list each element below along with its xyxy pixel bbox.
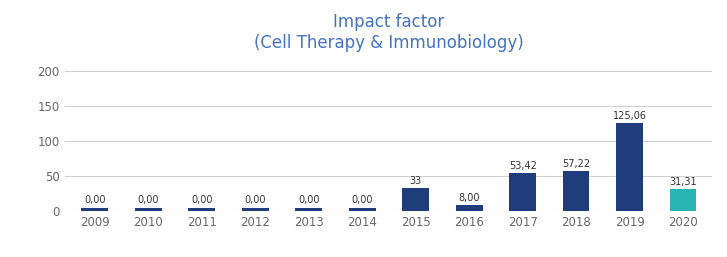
Text: 0,00: 0,00 [298,196,319,206]
Text: 33: 33 [409,176,422,186]
Bar [402,188,429,211]
Text: 57,22: 57,22 [562,159,590,169]
Bar [188,208,215,211]
Bar [616,123,643,211]
Text: 53,42: 53,42 [509,161,537,171]
Text: 8,00: 8,00 [459,193,480,203]
Text: 0,00: 0,00 [351,196,373,206]
Bar [509,173,536,211]
Bar [349,208,376,211]
Bar [81,208,108,211]
Text: 0,00: 0,00 [137,196,159,206]
Text: 0,00: 0,00 [84,196,105,206]
Bar [295,208,322,211]
Text: 31,31: 31,31 [670,177,697,187]
Text: 125,06: 125,06 [613,111,646,121]
Bar [456,205,483,211]
Bar [670,189,696,211]
Bar [563,171,590,211]
Text: 0,00: 0,00 [244,196,266,206]
Bar [135,208,161,211]
Title: Impact factor
(Cell Therapy & Immunobiology): Impact factor (Cell Therapy & Immunobiol… [254,13,524,52]
Bar [242,208,269,211]
Text: 0,00: 0,00 [191,196,212,206]
